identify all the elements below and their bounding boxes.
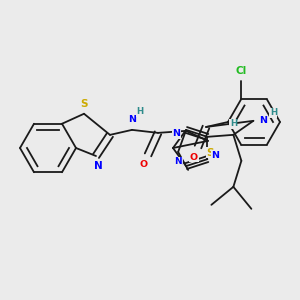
Text: N: N [128,116,136,124]
Text: N: N [174,158,182,166]
Text: Cl: Cl [236,67,247,76]
Text: N: N [172,129,180,138]
Text: S: S [206,148,214,158]
Text: S: S [80,99,88,109]
Text: O: O [140,160,148,169]
Text: N: N [212,151,219,160]
Text: H: H [270,108,277,117]
Text: N: N [94,161,102,171]
Text: N: N [174,158,182,166]
Text: O: O [190,152,198,161]
Text: H: H [136,107,144,116]
Text: H: H [230,119,237,128]
Text: N: N [260,116,267,125]
